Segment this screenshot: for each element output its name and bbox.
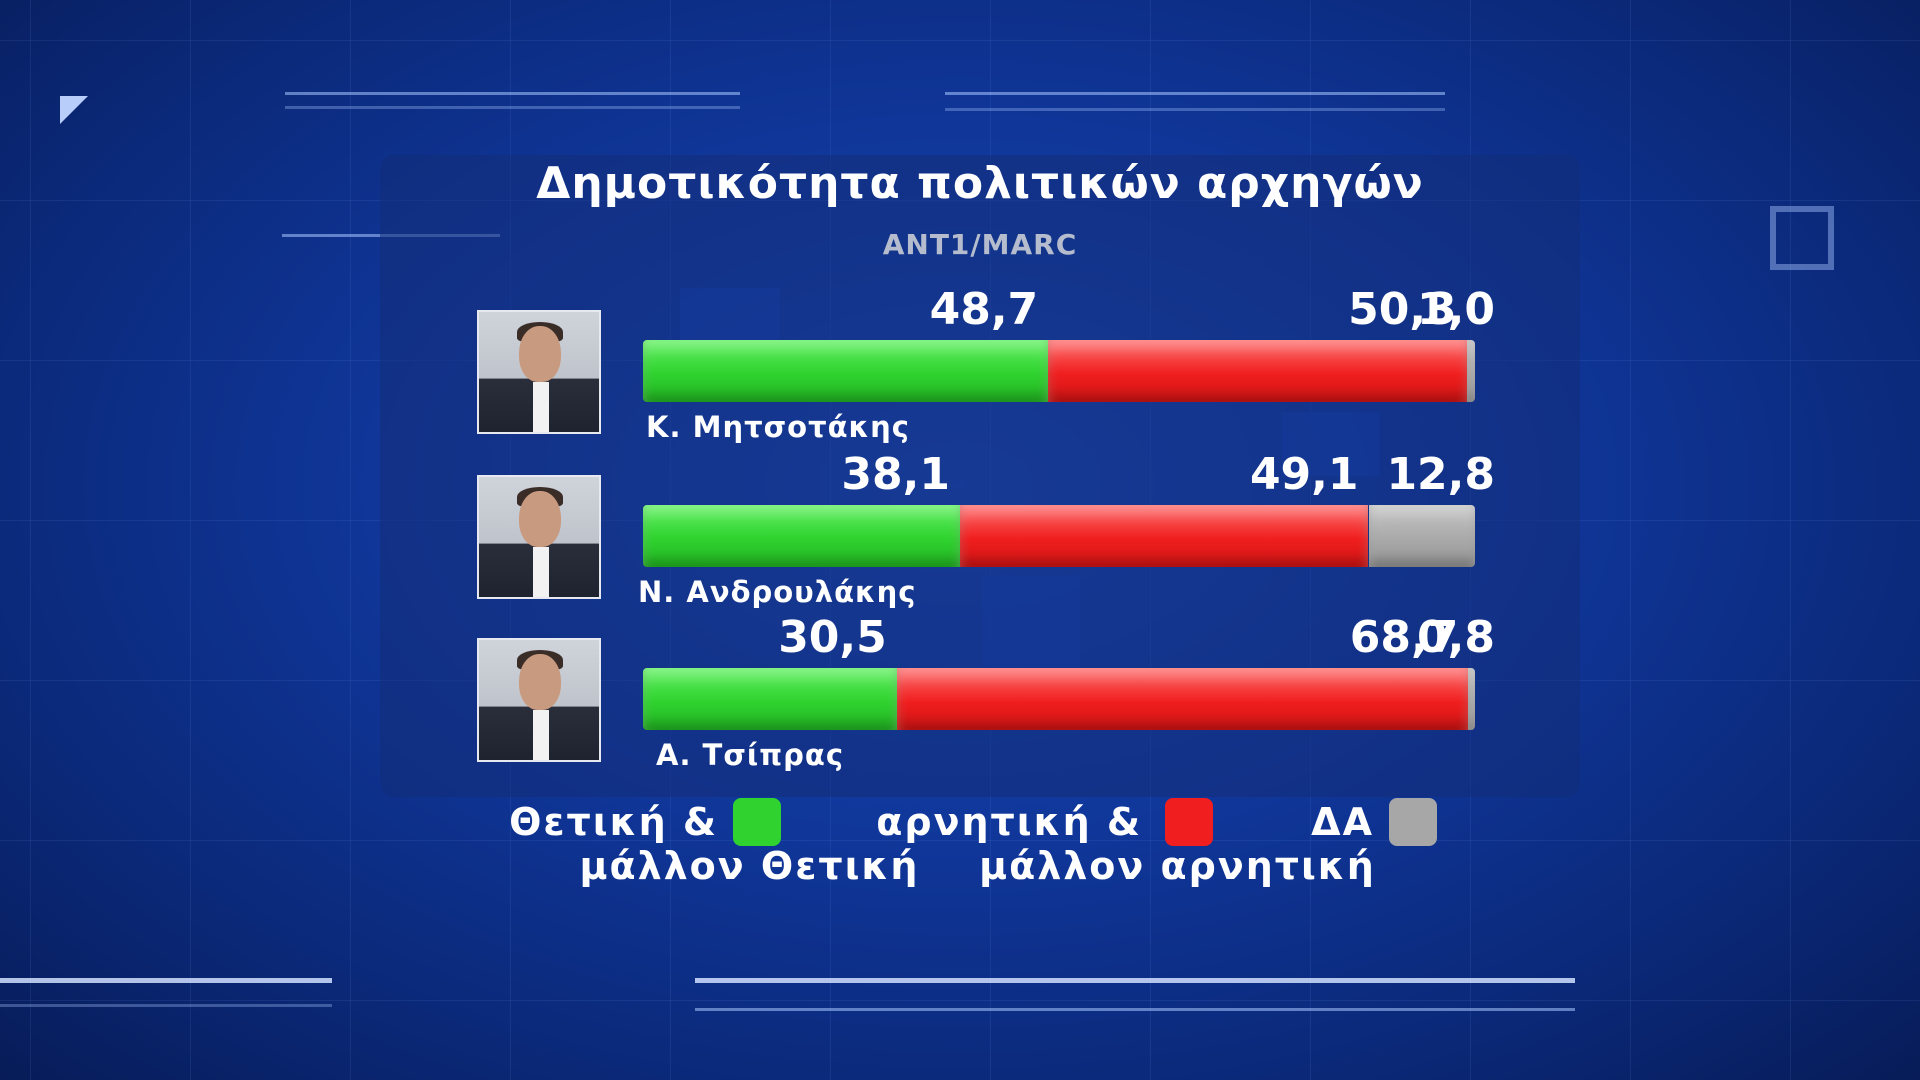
leader-name: Ν. Ανδρουλάκης xyxy=(638,575,917,609)
portrait-head xyxy=(519,491,561,547)
negative-bar-segment xyxy=(959,505,1369,567)
value-label: 38,1 xyxy=(841,449,950,500)
deco-line xyxy=(945,108,1445,111)
square-outline-decoration xyxy=(1770,206,1834,270)
deco-line xyxy=(695,1008,1575,1011)
portrait-photo xyxy=(477,638,601,762)
deco-line xyxy=(945,92,1445,95)
portrait-shirt xyxy=(533,547,549,597)
corner-triangle-decoration xyxy=(60,96,88,124)
portrait-head xyxy=(519,654,561,710)
value-label: 0,8 xyxy=(1417,612,1495,663)
deco-line xyxy=(0,1004,332,1007)
leader-name: Κ. Μητσοτάκης xyxy=(646,410,910,444)
legend-swatch-no_answer xyxy=(1389,798,1437,846)
value-label: 30,5 xyxy=(778,612,887,663)
deco-line xyxy=(0,978,332,983)
value-label: 50,3 xyxy=(1348,284,1457,335)
portrait-head xyxy=(519,326,561,382)
no-answer-bar-segment xyxy=(1368,505,1475,567)
no-answer-bar-segment xyxy=(1466,340,1475,402)
positive-bar-segment xyxy=(643,668,897,730)
leader-name: Α. Τσίπρας xyxy=(656,738,845,772)
legend-label: μάλλον αρνητική xyxy=(979,844,1376,888)
negative-bar-segment xyxy=(1048,340,1467,402)
chart-title: Δημοτικότητα πολιτικών αρχηγών xyxy=(536,158,1424,209)
negative-bar-segment xyxy=(896,668,1469,730)
positive-bar-segment xyxy=(643,340,1049,402)
value-label: 68,7 xyxy=(1349,612,1459,663)
value-label: 1,0 xyxy=(1417,284,1495,335)
legend-label: αρνητική & xyxy=(876,800,1142,844)
legend-label: μάλλον Θετική xyxy=(579,844,920,888)
value-label: 12,8 xyxy=(1386,449,1495,500)
portrait-photo xyxy=(477,475,601,599)
deco-line xyxy=(285,92,740,95)
deco-line xyxy=(285,106,740,109)
legend-swatch-negative xyxy=(1165,798,1213,846)
legend-label: ΔΑ xyxy=(1311,800,1374,844)
portrait-shirt xyxy=(533,382,549,432)
value-label: 48,7 xyxy=(929,284,1039,335)
chart-subtitle: ANT1/MARC xyxy=(882,228,1078,261)
value-label: 49,1 xyxy=(1249,449,1359,500)
deco-line xyxy=(695,978,1575,983)
legend-label: Θετική & xyxy=(509,800,718,844)
portrait-shirt xyxy=(533,710,549,760)
no-answer-bar-segment xyxy=(1468,668,1475,730)
portrait-photo xyxy=(477,310,601,434)
positive-bar-segment xyxy=(643,505,960,567)
legend-swatch-positive xyxy=(733,798,781,846)
